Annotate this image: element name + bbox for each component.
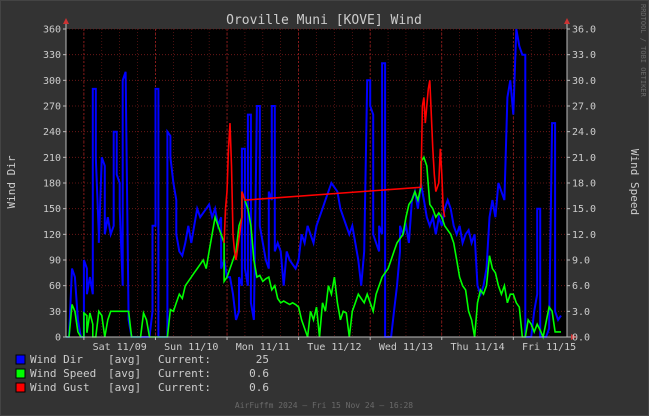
legend-current-value-wind-speed: 0.6 (249, 367, 269, 380)
y-axis-label-right: Wind Speed (628, 149, 641, 215)
legend-cf-wind-gust: [avg] (108, 381, 141, 394)
y-tick-label-left: 150 (43, 204, 61, 215)
y-tick-label-right: 15.0 (572, 204, 596, 215)
y-tick-label-left: 360 (43, 25, 61, 36)
legend-swatch-wind-gust (15, 382, 26, 393)
y-tick-label-left: 240 (43, 127, 61, 138)
x-tick-label: Thu 11/14 (450, 342, 504, 353)
y-tick-label-right: 30.0 (572, 76, 596, 87)
y-axis-right-arrow (564, 18, 570, 24)
legend-swatch-wind-dir (15, 354, 26, 365)
y-tick-label-right: 36.0 (572, 25, 596, 36)
legend-current-label: Current: (158, 353, 211, 366)
y-tick-label-right: 21.0 (572, 153, 596, 164)
y-tick-label-right: 9.0 (572, 256, 590, 267)
y-tick-label-left: 30 (49, 307, 61, 318)
legend-current-label: Current: (158, 381, 211, 394)
y-tick-label-left: 210 (43, 153, 61, 164)
legend-label-wind-speed: Wind Speed (30, 367, 96, 380)
x-axis-arrow (571, 334, 577, 340)
series-line-wind-gust (223, 80, 446, 261)
footer-timestamp: AirFuffm 2024 – Fri 15 Nov 24 – 16:28 (235, 401, 413, 410)
y-tick-label-left: 60 (49, 281, 61, 292)
legend: Wind Dir [avg] Current: 25 Wind Speed [avg] Cu… (15, 353, 269, 394)
x-tick-label: Wed 11/13 (379, 342, 433, 353)
x-tick-label: Tue 11/12 (307, 342, 361, 353)
series-line-wind-speed (66, 155, 561, 340)
x-tick-label: Fri 11/15 (522, 342, 576, 353)
y-tick-label-right: 33.0 (572, 50, 596, 61)
y-tick-label-left: 300 (43, 76, 61, 87)
y-tick-label-left: 0 (55, 333, 61, 344)
x-tick-label: Sat 11/09 (93, 342, 147, 353)
y-tick-label-right: 24.0 (572, 127, 596, 138)
y-tick-label-right: 27.0 (572, 102, 596, 113)
legend-current-value-wind-dir: 25 (256, 353, 269, 366)
legend-swatch-wind-speed (15, 368, 26, 379)
y-tick-label-right: 12.0 (572, 230, 596, 241)
y-tick-label-left: 90 (49, 256, 61, 267)
y-tick-label-right: 0.0 (572, 333, 590, 344)
axes: 0 30 60 90 120 150 180 210 240 270 300 330 360 0.0 3.0… (43, 18, 596, 353)
y-axis-label-left: Wind Dir (5, 155, 18, 208)
y-tick-label-right: 18.0 (572, 179, 596, 190)
y-axis-left-arrow (63, 18, 69, 24)
legend-label-wind-dir: Wind Dir (30, 353, 83, 366)
rrdtool-watermark: RRDTOOL / TOBI OETIKER (639, 4, 647, 98)
y-tick-label-left: 270 (43, 102, 61, 113)
legend-current-value-wind-gust: 0.6 (249, 381, 269, 394)
x-tick-label: Mon 11/11 (236, 342, 290, 353)
y-tick-label-right: 6.0 (572, 281, 590, 292)
legend-current-label: Current: (158, 367, 211, 380)
y-tick-label-right: 3.0 (572, 307, 590, 318)
x-tick-label: Sun 11/10 (164, 342, 218, 353)
legend-cf-wind-dir: [avg] (108, 353, 141, 366)
y-tick-label-left: 180 (43, 179, 61, 190)
legend-cf-wind-speed: [avg] (108, 367, 141, 380)
y-tick-label-left: 120 (43, 230, 61, 241)
legend-label-wind-gust: Wind Gust (30, 381, 90, 394)
chart-title: Oroville Muni [KOVE] Wind (226, 13, 422, 28)
y-tick-label-left: 330 (43, 50, 61, 61)
